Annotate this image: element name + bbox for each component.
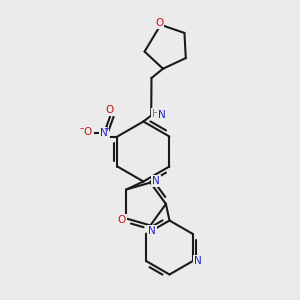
Text: N: N <box>194 256 202 266</box>
Text: O: O <box>106 105 114 116</box>
Text: N: N <box>158 110 166 121</box>
Text: O: O <box>83 127 92 137</box>
Text: O: O <box>118 215 126 225</box>
Text: H: H <box>152 109 159 119</box>
Text: N: N <box>100 128 108 139</box>
Text: +: + <box>103 124 110 133</box>
Text: -: - <box>80 123 83 133</box>
Text: N: N <box>148 226 156 236</box>
Text: O: O <box>155 18 163 28</box>
Text: N: N <box>152 176 160 186</box>
